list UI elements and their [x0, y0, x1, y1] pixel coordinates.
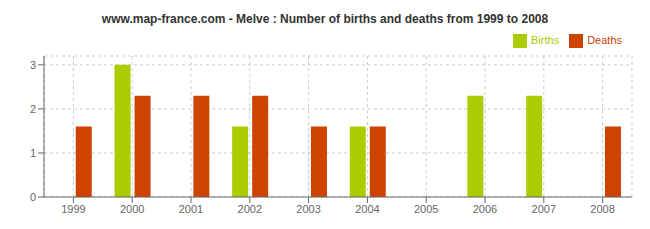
- html-text:www.map-france.com - Melve : N: www.map-france.com - Melve : Number of b…: [101, 12, 549, 26]
- html-text:Deaths: Deaths: [587, 34, 622, 46]
- svg-text:2000: 2000: [120, 203, 144, 215]
- svg-text:2003: 2003: [296, 203, 320, 215]
- svg-text:2: 2: [30, 103, 36, 115]
- svg-text:2008: 2008: [590, 203, 614, 215]
- svg-text:2001: 2001: [179, 203, 203, 215]
- svg-text:2004: 2004: [355, 203, 379, 215]
- svg-text:2002: 2002: [238, 203, 262, 215]
- svg-text:0: 0: [30, 191, 36, 203]
- svg-text:2006: 2006: [473, 203, 497, 215]
- svg-text:2005: 2005: [414, 203, 438, 215]
- html-text:Births: Births: [531, 34, 560, 46]
- svg-text:3: 3: [30, 59, 36, 71]
- svg-text:1999: 1999: [61, 203, 85, 215]
- svg-text:2007: 2007: [532, 203, 556, 215]
- svg-text:1: 1: [30, 147, 36, 159]
